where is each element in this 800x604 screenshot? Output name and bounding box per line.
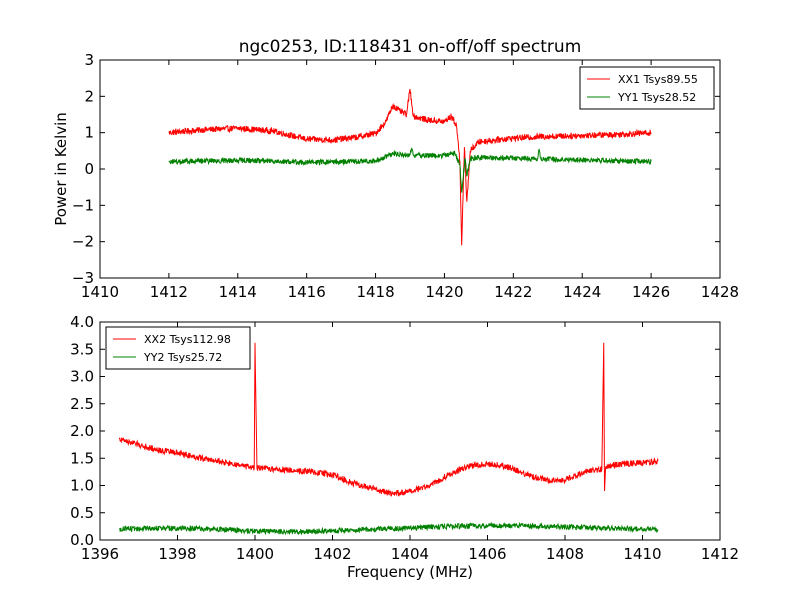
series-line-1-1 (168, 88, 652, 246)
y-tick-label: 1.0 (70, 477, 94, 495)
x-tick-label: 1412 (150, 283, 188, 301)
y-tick-label: 0 (84, 160, 94, 178)
legend: XX1 Tsys89.55 YY1 Tsys28.52 (579, 66, 715, 110)
y-tick-label: 2 (84, 87, 94, 105)
y-tick-label: 4.0 (70, 313, 94, 331)
y-tick-label: 2.5 (70, 395, 94, 413)
y-tick-label: 3 (84, 51, 94, 69)
legend-label: XX2 Tsys112.98 (144, 333, 231, 346)
x-tick-label: 1396 (81, 545, 119, 563)
x-tick-label: 1416 (288, 283, 326, 301)
x-tick-label: 1426 (632, 283, 670, 301)
y-tick-label: 3.5 (70, 340, 94, 358)
y-tick-label: 2.0 (70, 422, 94, 440)
x-tick-label: 1400 (236, 545, 274, 563)
legend: XX2 Tsys112.98 YY2 Tsys25.72 (105, 326, 251, 370)
series-line-1-2 (168, 147, 652, 193)
x-tick-label: 1398 (158, 545, 196, 563)
y-tick-label: 1.5 (70, 449, 94, 467)
legend-label: XX1 Tsys89.55 (618, 73, 698, 86)
chart-title: ngc0253, ID:118431 on-off/off spectrum (239, 37, 582, 57)
x-tick-label: 1424 (563, 283, 601, 301)
y-tick-label: −2 (72, 233, 94, 251)
y-tick-label: −1 (72, 196, 94, 214)
panel-2: 1396 1398 1400 1402 1404 1406 1408 1410 1412 0.0 0… (70, 313, 739, 563)
series-line-2-1 (118, 342, 659, 497)
legend-label: YY1 Tsys28.52 (617, 91, 696, 104)
y-tick-label: 1 (84, 124, 94, 142)
chart-panels: 1410 1412 1414 1416 1418 1420 1422 1424 1426 1428… (70, 51, 739, 563)
legend-label: YY2 Tsys25.72 (143, 351, 222, 364)
y-tick-label: 0.0 (70, 531, 94, 549)
x-axis-label: Frequency (MHz) (347, 563, 473, 581)
y-tick-label: 3.0 (70, 368, 94, 386)
x-tick-label: 1410 (623, 545, 661, 563)
x-tick-label: 1418 (356, 283, 394, 301)
panel-1: 1410 1412 1414 1416 1418 1420 1422 1424 1426 1428… (72, 51, 739, 301)
x-tick-label: 1408 (546, 545, 584, 563)
y-tick-label: 0.5 (70, 504, 94, 522)
x-tick-label: 1404 (391, 545, 429, 563)
x-tick-label: 1412 (701, 545, 739, 563)
series-line-2-2 (119, 521, 659, 536)
x-tick-label: 1410 (81, 283, 119, 301)
x-tick-label: 1428 (701, 283, 739, 301)
legend-box (105, 326, 251, 370)
y-tick-label: −3 (72, 269, 94, 287)
x-tick-label: 1422 (494, 283, 532, 301)
legend-box (579, 66, 715, 110)
x-tick-label: 1420 (425, 283, 463, 301)
x-tick-label: 1414 (219, 283, 257, 301)
x-tick-label: 1406 (468, 545, 506, 563)
x-tick-label: 1402 (313, 545, 351, 563)
y-axis-label: Power in Kelvin (52, 112, 70, 226)
